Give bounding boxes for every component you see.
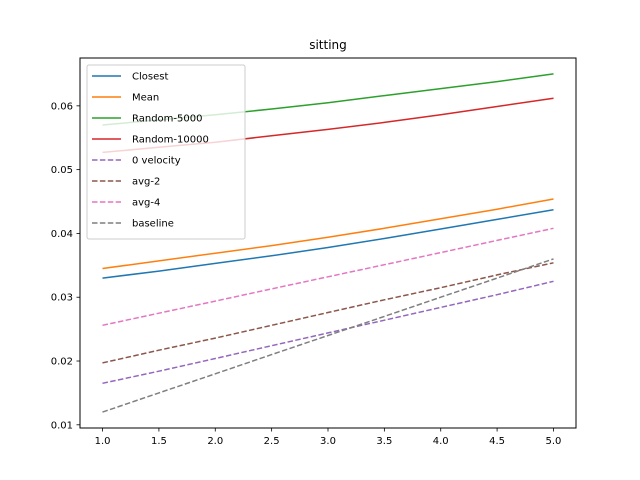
- y-tick-label: 0.05: [51, 165, 73, 176]
- legend-label: Closest: [132, 72, 168, 83]
- x-tick-label: 1.0: [95, 436, 111, 447]
- legend-label: Random-10000: [132, 135, 209, 146]
- x-tick-label: 2.5: [264, 436, 280, 447]
- legend-label: avg-2: [132, 177, 160, 188]
- y-tick-label: 0.06: [51, 101, 73, 112]
- legend: Closest Mean Random-5000 Random-10000 0 velo…: [86, 64, 246, 240]
- series-line-4: [102, 280, 554, 385]
- series-line-0: [102, 209, 554, 279]
- legend-label: 0 velocity: [132, 156, 181, 167]
- y-tick-label: 0.01: [51, 420, 73, 431]
- y-tick-label: 0.03: [51, 293, 73, 304]
- legend-label: baseline: [132, 219, 174, 230]
- chart-title: sitting: [309, 38, 347, 52]
- series-line-6: [102, 227, 554, 327]
- series-line-5: [102, 262, 554, 364]
- legend-label: Mean: [132, 93, 159, 104]
- y-tick-label: 0.02: [51, 357, 73, 368]
- x-tick-label: 3.0: [320, 436, 336, 447]
- x-tick-label: 2.0: [207, 436, 223, 447]
- x-tick-label: 4.0: [433, 436, 449, 447]
- x-axis: 1.0 1.5 2.0 2.5 3.0 3.5 4.0 4.5 5.0: [95, 428, 562, 447]
- series-line-1: [102, 198, 554, 270]
- series-line-7: [102, 258, 554, 413]
- x-tick-label: 1.5: [151, 436, 167, 447]
- legend-box: [86, 64, 246, 240]
- y-axis: 0.01 0.02 0.03 0.04 0.05 0.06: [51, 101, 80, 431]
- x-tick-label: 4.5: [489, 436, 505, 447]
- x-tick-label: 3.5: [376, 436, 392, 447]
- y-tick-label: 0.04: [51, 229, 73, 240]
- legend-label: Random-5000: [132, 114, 202, 125]
- x-tick-label: 5.0: [546, 436, 562, 447]
- legend-label: avg-4: [132, 198, 160, 209]
